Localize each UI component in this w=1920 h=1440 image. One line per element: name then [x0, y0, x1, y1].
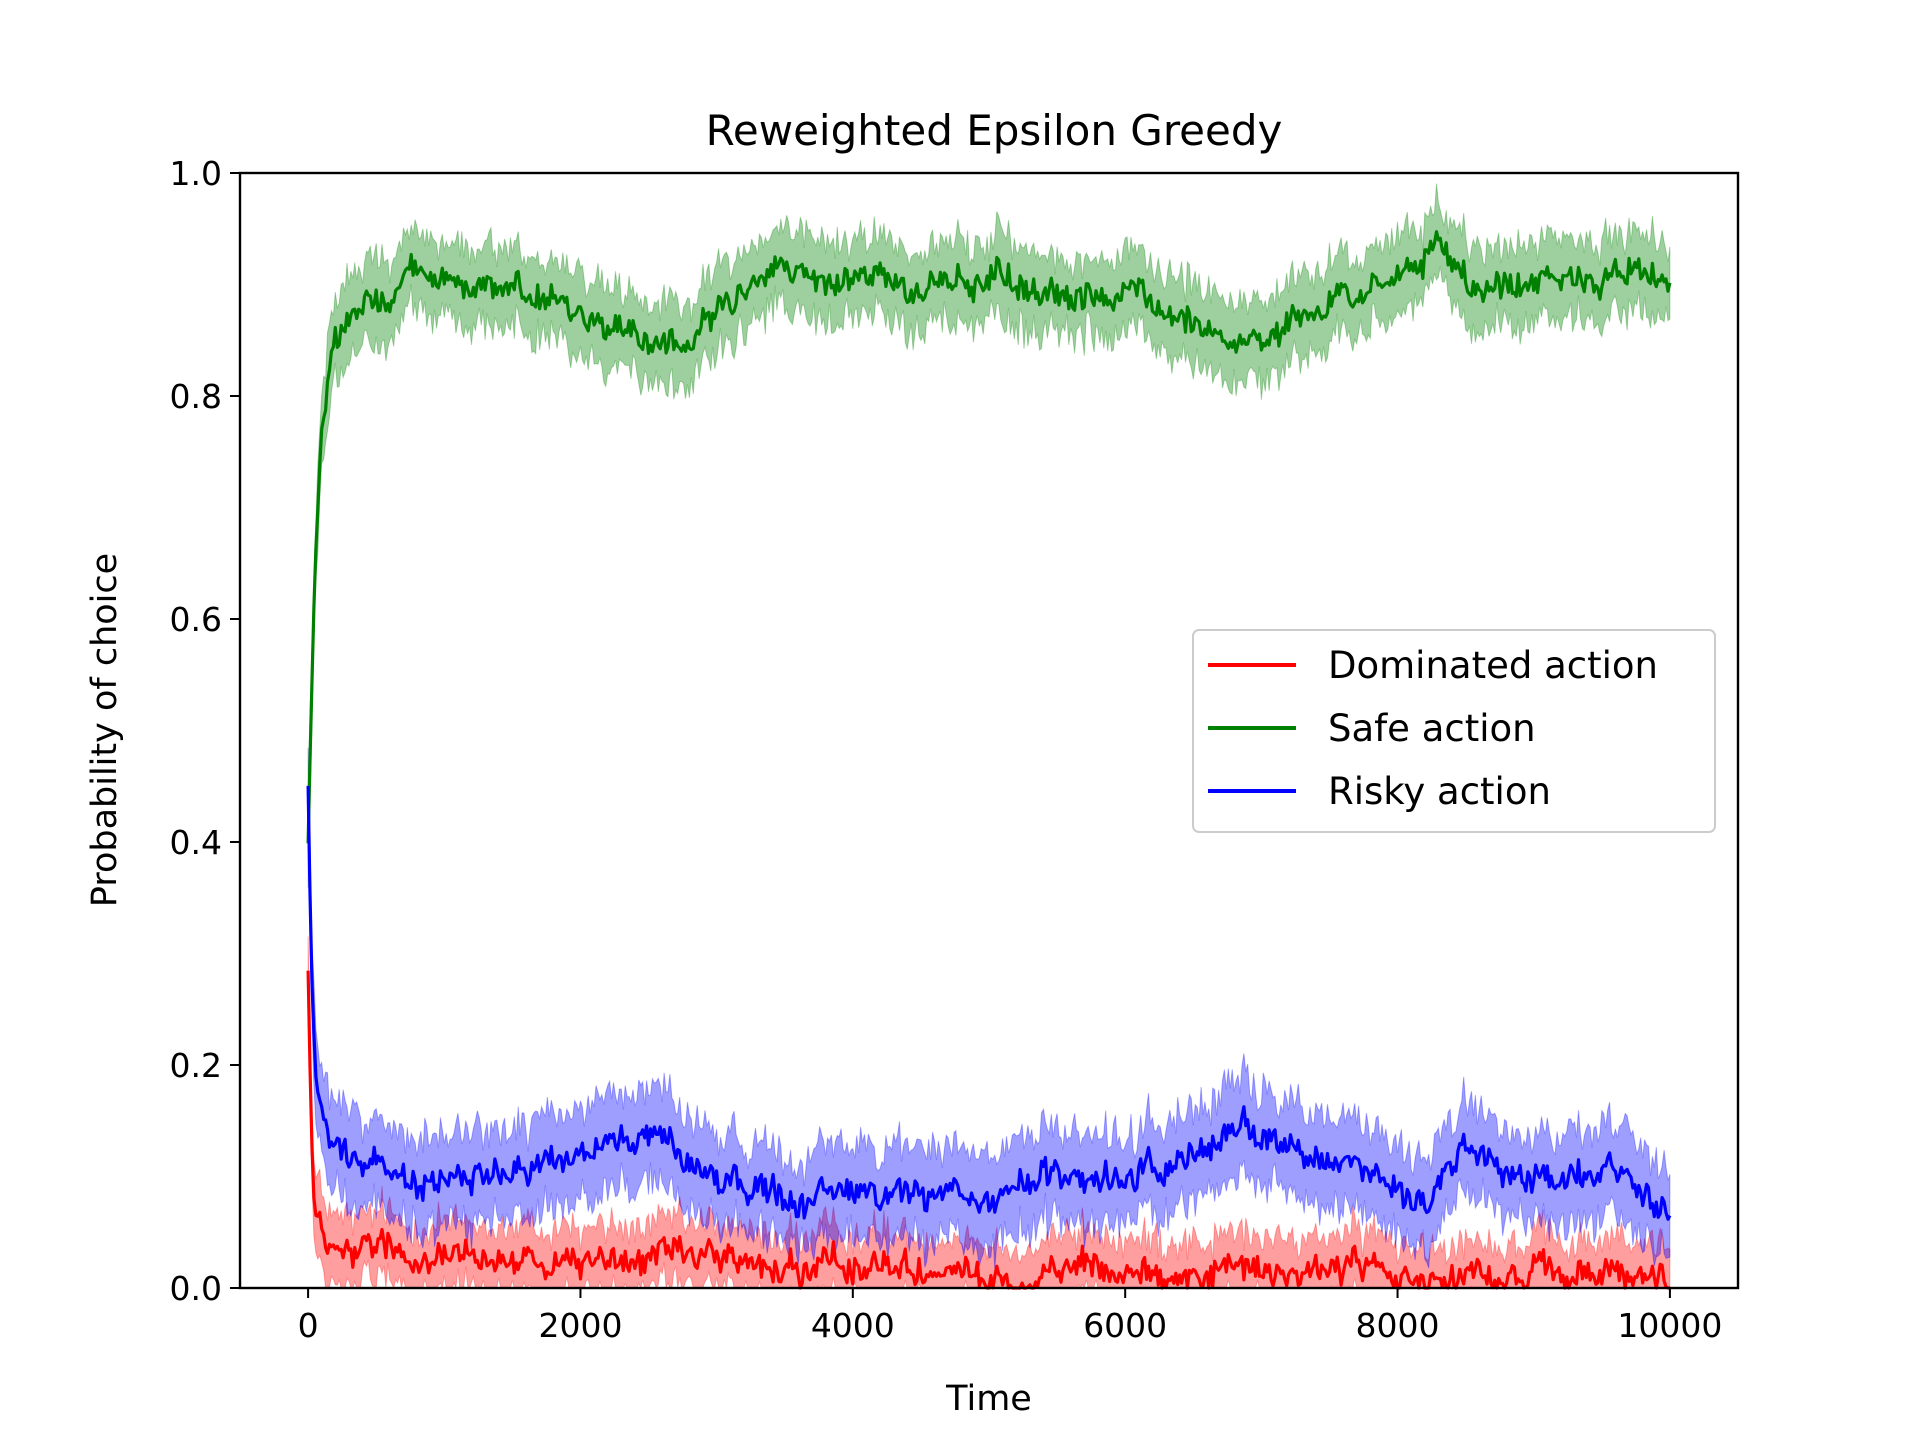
x-tick-label: 8000 — [1356, 1306, 1440, 1345]
x-axis: 0 2000 4000 6000 8000 10000 — [298, 1288, 1722, 1345]
legend: Dominated action Safe action Risky actio… — [1192, 629, 1716, 833]
plot-frame — [238, 171, 1740, 1290]
series-line-safe — [306, 230, 1672, 844]
y-tick-label: 0.6 — [170, 600, 222, 639]
legend-label-dominated: Dominated action — [1328, 644, 1658, 687]
y-tick-label: 0.4 — [170, 823, 222, 862]
y-tick-label: 0.0 — [170, 1269, 222, 1308]
x-tick-label: 0 — [298, 1306, 319, 1345]
y-tick-label: 0.2 — [170, 1046, 222, 1085]
x-tick-label: 4000 — [811, 1306, 895, 1345]
x-tick-label: 10000 — [1617, 1306, 1722, 1345]
x-tick-label: 6000 — [1083, 1306, 1167, 1345]
x-tick-label: 2000 — [538, 1306, 622, 1345]
y-axis-label: Probability of choice — [85, 553, 125, 907]
legend-box — [1192, 629, 1716, 833]
series-line-risky — [306, 785, 1672, 1221]
y-tick-label: 0.8 — [170, 377, 222, 416]
legend-label-safe: Safe action — [1328, 707, 1536, 750]
y-tick-label: 1.0 — [170, 154, 222, 193]
y-axis: 0.0 0.2 0.4 0.6 0.8 1.0 — [170, 154, 240, 1308]
legend-label-risky: Risky action — [1328, 770, 1551, 813]
x-axis-label: Time — [945, 1379, 1032, 1419]
chart-title: Reweighted Epsilon Greedy — [706, 106, 1283, 155]
band-safe — [307, 183, 1671, 888]
